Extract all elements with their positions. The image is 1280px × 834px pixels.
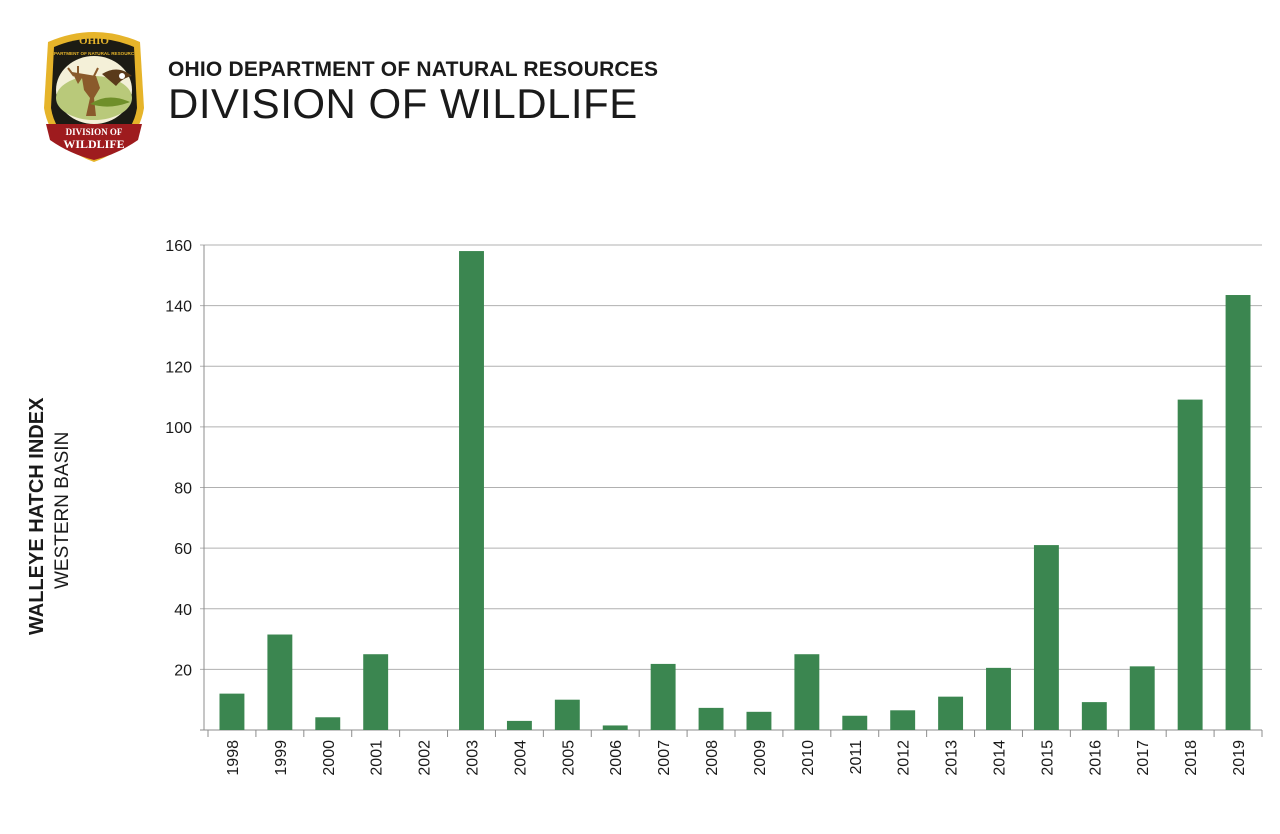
x-tick-label: 2009 xyxy=(752,740,769,776)
bar xyxy=(315,717,341,730)
bar xyxy=(554,699,580,730)
bar xyxy=(459,251,484,730)
x-tick-label: 2012 xyxy=(896,740,913,776)
bar xyxy=(1081,702,1107,730)
x-tick-label: 1999 xyxy=(273,740,290,776)
y-tick-label: 120 xyxy=(165,359,192,376)
bar xyxy=(650,663,676,730)
y-tick-label: 160 xyxy=(165,238,192,255)
badge-bottom-line2: WILDLIFE xyxy=(63,137,124,151)
y-tick-label: 80 xyxy=(174,481,192,498)
x-tick-label: 2011 xyxy=(848,740,865,775)
division-of-wildlife-badge-icon: OHIO DEPARTMENT OF NATURAL RESOURCES DIV… xyxy=(44,32,144,162)
bar xyxy=(267,634,293,730)
x-tick-label: 2015 xyxy=(1039,740,1056,776)
bar xyxy=(602,725,628,730)
x-tick-label: 2003 xyxy=(465,740,482,776)
x-tick-label: 2014 xyxy=(992,740,1009,776)
bar xyxy=(746,711,772,730)
x-tick-label: 2007 xyxy=(656,740,673,776)
badge-ring-text: DEPARTMENT OF NATURAL RESOURCES xyxy=(48,51,141,56)
x-tick-label: 2008 xyxy=(704,740,721,776)
x-tick-label: 1998 xyxy=(225,740,242,776)
bar xyxy=(986,667,1011,730)
x-tick-label: 2005 xyxy=(560,740,577,776)
badge-top-text: OHIO xyxy=(79,35,109,47)
bar xyxy=(698,707,724,730)
y-tick-label: 100 xyxy=(165,420,192,437)
x-tick-label: 2013 xyxy=(944,740,961,776)
bar xyxy=(1225,295,1251,730)
bar xyxy=(219,693,245,730)
bar xyxy=(363,654,389,730)
badge-bottom-line1: DIVISION OF xyxy=(66,127,123,137)
y-tick-label: 140 xyxy=(165,299,192,316)
x-tick-label: 2016 xyxy=(1087,740,1104,776)
org-line1: OHIO DEPARTMENT OF NATURAL RESOURCES xyxy=(168,58,659,81)
x-tick-label: 2002 xyxy=(417,740,434,776)
bar xyxy=(938,696,964,730)
bar xyxy=(1177,399,1203,730)
x-tick-label: 2000 xyxy=(321,740,338,776)
bar xyxy=(842,715,868,730)
x-tick-label: 2004 xyxy=(512,740,529,776)
bar xyxy=(1033,545,1059,730)
header: OHIO DEPARTMENT OF NATURAL RESOURCES DIV… xyxy=(38,28,738,168)
bar xyxy=(794,654,820,730)
x-tick-label: 2001 xyxy=(369,740,386,776)
x-tick-label: 2010 xyxy=(800,740,817,776)
org-line2: DIVISION OF WILDLIFE xyxy=(168,80,638,127)
x-tick-label: 2017 xyxy=(1135,740,1152,776)
x-tick-label: 2019 xyxy=(1231,740,1248,776)
bar xyxy=(890,710,916,730)
bar xyxy=(1129,666,1155,730)
y-tick-label: 20 xyxy=(174,662,192,679)
x-tick-label: 2006 xyxy=(608,740,625,776)
bar xyxy=(506,720,532,730)
y-tick-label: 40 xyxy=(174,602,192,619)
org-name: OHIO DEPARTMENT OF NATURAL RESOURCES DIV… xyxy=(168,58,659,127)
x-tick-label: 2018 xyxy=(1183,740,1200,776)
y-tick-label: 60 xyxy=(174,541,192,558)
